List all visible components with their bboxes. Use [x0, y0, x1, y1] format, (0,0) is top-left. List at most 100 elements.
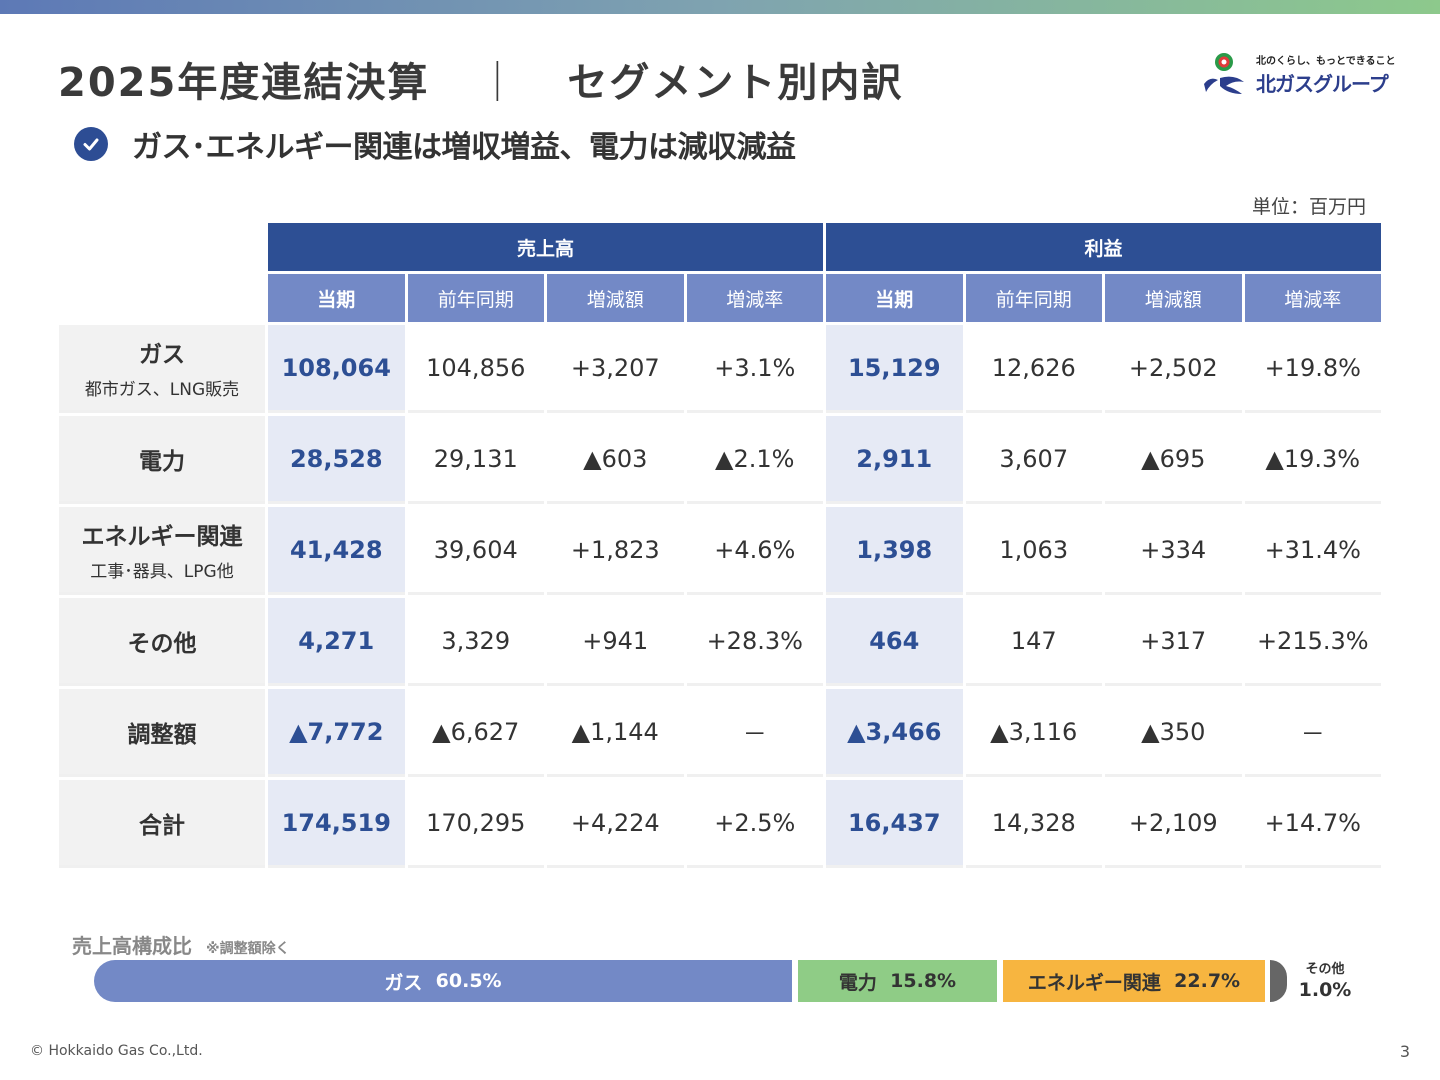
col-header: 前年同期 [965, 274, 1102, 322]
table-cell: +19.8% [1244, 325, 1381, 413]
title-separator: ｜ [477, 60, 520, 106]
table-cell: 14,328 [965, 780, 1102, 868]
other-label-percent: 1.0% [1298, 979, 1352, 1001]
table-cell: 15,129 [826, 325, 963, 413]
table-cell: 464 [826, 598, 963, 686]
table-cell: 147 [965, 598, 1102, 686]
bar-percent: 60.5% [435, 970, 502, 992]
segment-table: 売上高 利益 当期 前年同期 増減額 増減率 当期 前年同期 増減額 増減率 ガ… [56, 220, 1384, 871]
bar-label: エネルギー関連 [1027, 971, 1161, 994]
table-cell: 3,607 [965, 416, 1102, 504]
table-cell: ▲3,466 [826, 689, 963, 777]
table-cell: +941 [547, 598, 684, 686]
row-header: 合計 [59, 780, 265, 868]
table-cell: +3,207 [547, 325, 684, 413]
table-cell: 12,626 [965, 325, 1102, 413]
check-icon [74, 127, 108, 161]
table-cell: 104,856 [407, 325, 544, 413]
headline: ガス･エネルギー関連は増収増益、電力は減収減益 [74, 124, 796, 165]
table-cell: － [686, 689, 823, 777]
row-subtitle: 工事･器具、LPG他 [90, 562, 234, 582]
composition-title: 売上高構成比 ※調整額除く [72, 930, 290, 959]
composition-note: ※調整額除く [206, 941, 290, 957]
table-cell: +2,502 [1105, 325, 1242, 413]
table-cell: +14.7% [1244, 780, 1381, 868]
table-cell: ▲2.1% [686, 416, 823, 504]
table-cell: － [1244, 689, 1381, 777]
table-cell: ▲1,144 [547, 689, 684, 777]
table-cell: 39,604 [407, 507, 544, 595]
company-logo: 北のくらし、もっとできること 北ガスグループ [1200, 50, 1400, 100]
table-cell: ▲19.3% [1244, 416, 1381, 504]
composition-bar-energy: エネルギー関連 22.7% [1003, 960, 1265, 1002]
title-main: 2025年度連結決算 [58, 60, 430, 106]
top-gradient-bar [0, 0, 1440, 14]
composition-bar-electricity: 電力 15.8% [798, 960, 997, 1002]
table-cell: ▲6,627 [407, 689, 544, 777]
logo-tagline: 北のくらし、もっとできること [1256, 56, 1396, 67]
table-cell: +4.6% [686, 507, 823, 595]
sub-header-row: 当期 前年同期 増減額 増減率 当期 前年同期 増減額 増減率 [59, 274, 1381, 322]
corner-cell [59, 223, 265, 322]
col-header: 増減額 [547, 274, 684, 322]
table-cell: 4,271 [268, 598, 405, 686]
composition-other-label: その他 1.0% [1296, 958, 1354, 1001]
table-cell: ▲603 [547, 416, 684, 504]
table-row: 調整額 ▲7,772 ▲6,627 ▲1,144 － ▲3,466 ▲3,116 ▲350 － [59, 689, 1381, 777]
table-cell: 2,911 [826, 416, 963, 504]
row-name: 調整額 [127, 721, 197, 748]
row-name: 合計 [139, 812, 185, 839]
table-cell: +2.5% [686, 780, 823, 868]
table-row: 合計 174,519 170,295 +4,224 +2.5% 16,437 14,328 +… [59, 780, 1381, 868]
bar-label: ガス [384, 971, 423, 994]
table-cell: +1,823 [547, 507, 684, 595]
table-cell: 29,131 [407, 416, 544, 504]
row-header: その他 [59, 598, 265, 686]
bar-percent: 15.8% [890, 970, 957, 992]
table-cell: 108,064 [268, 325, 405, 413]
group-header-sales: 売上高 [268, 223, 823, 271]
table-cell: 28,528 [268, 416, 405, 504]
logo-mark-icon [1204, 53, 1244, 94]
page-number: 3 [1399, 1042, 1410, 1061]
table-cell: 1,398 [826, 507, 963, 595]
row-name: エネルギー関連 [81, 524, 243, 550]
col-header: 増減率 [686, 274, 823, 322]
unit-label: 単位：百万円 [1251, 196, 1366, 218]
row-subtitle: 都市ガス、LNG販売 [84, 380, 240, 400]
table-cell: ▲7,772 [268, 689, 405, 777]
table-cell: +334 [1105, 507, 1242, 595]
col-header: 増減率 [1244, 274, 1381, 322]
group-header-profit: 利益 [826, 223, 1381, 271]
table-cell: 16,437 [826, 780, 963, 868]
headline-text: ガス･エネルギー関連は増収増益、電力は減収減益 [132, 130, 796, 165]
logo-name: 北ガスグループ [1256, 72, 1389, 96]
table-cell: +4,224 [547, 780, 684, 868]
col-header: 当期 [268, 274, 405, 322]
page-title: 2025年度連結決算 ｜ セグメント別内訳 [58, 50, 903, 108]
table-cell: +2,109 [1105, 780, 1242, 868]
row-name: 電力 [139, 448, 185, 475]
bar-percent: 22.7% [1174, 970, 1241, 992]
table-cell: ▲695 [1105, 416, 1242, 504]
row-header: 電力 [59, 416, 265, 504]
table-cell: ▲350 [1105, 689, 1242, 777]
row-header: 調整額 [59, 689, 265, 777]
composition-bar-other [1270, 960, 1287, 1002]
table-cell: 170,295 [407, 780, 544, 868]
table-row: その他 4,271 3,329 +941 +28.3% 464 147 +317 +215.3% [59, 598, 1381, 686]
col-header: 前年同期 [407, 274, 544, 322]
group-header-row: 売上高 利益 [59, 223, 1381, 271]
table-cell: +3.1% [686, 325, 823, 413]
col-header: 増減額 [1105, 274, 1242, 322]
other-label-name: その他 [1305, 962, 1345, 977]
table-cell: 41,428 [268, 507, 405, 595]
row-header: エネルギー関連工事･器具、LPG他 [59, 507, 265, 595]
row-name: ガス [139, 342, 185, 368]
table-cell: 174,519 [268, 780, 405, 868]
table-cell: ▲3,116 [965, 689, 1102, 777]
table-cell: +215.3% [1244, 598, 1381, 686]
composition-title-text: 売上高構成比 [72, 934, 192, 958]
table-cell: +28.3% [686, 598, 823, 686]
table-row: 電力 28,528 29,131 ▲603 ▲2.1% 2,911 3,607 ▲695 ▲19… [59, 416, 1381, 504]
